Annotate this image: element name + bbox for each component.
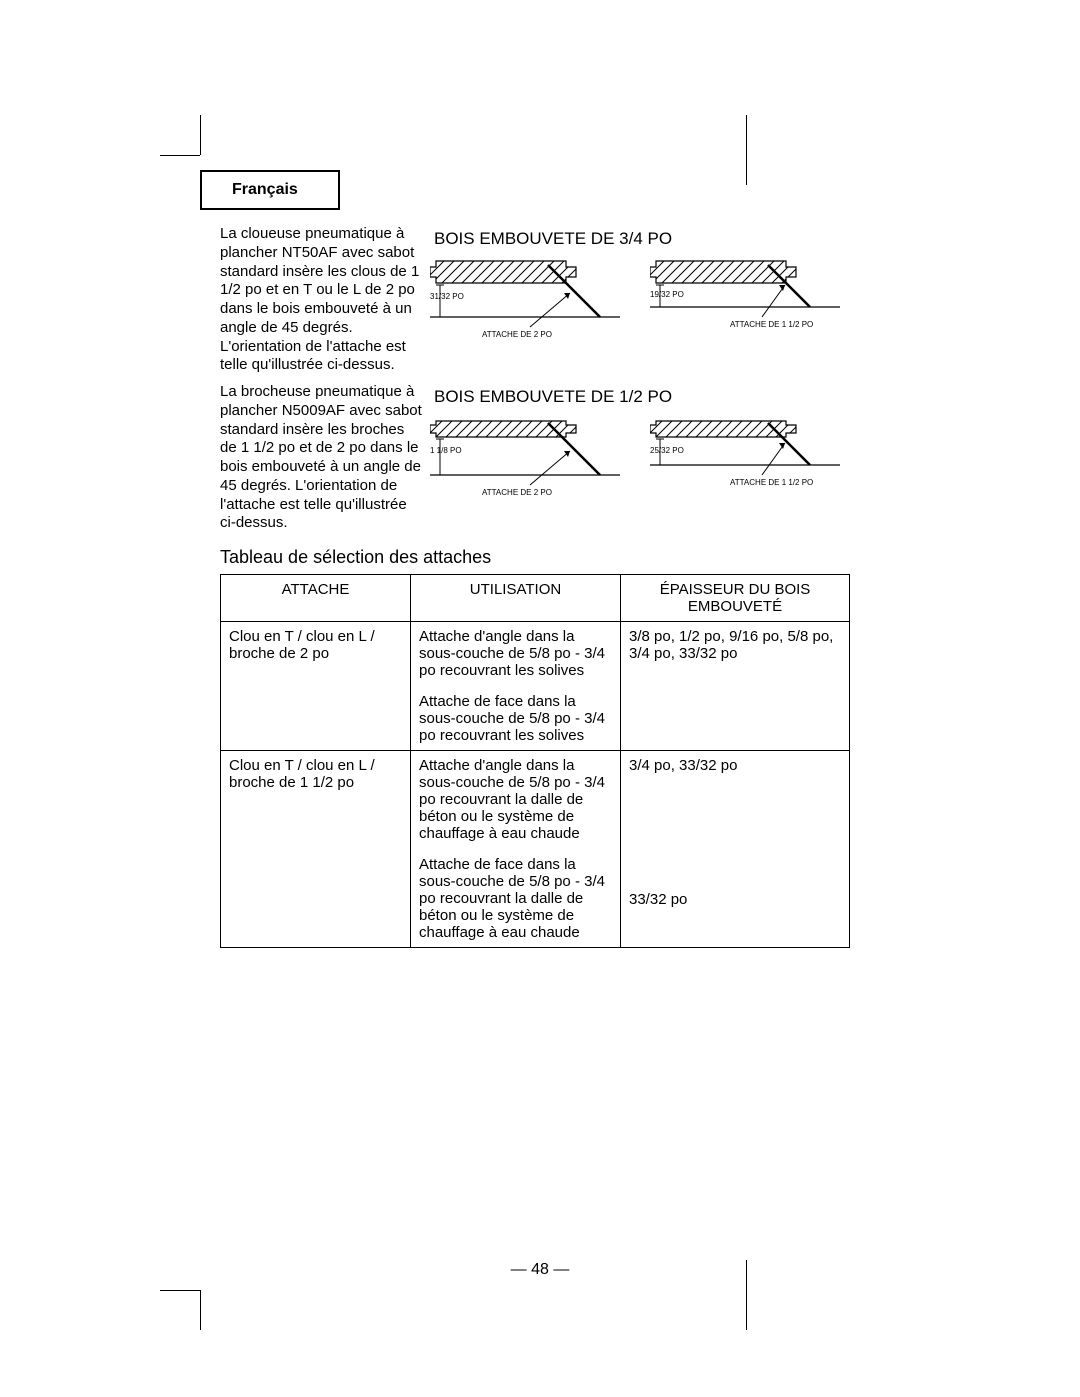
- cell-text: Attache de face dans la sous-couche de 5…: [419, 693, 612, 744]
- crop-mark: [160, 155, 200, 156]
- cell-epaisseur: 3/4 po, 33/32 po 33/32 po: [621, 751, 850, 948]
- fastener-text: ATTACHE DE 2 PO: [482, 488, 552, 497]
- col-header: UTILISATION: [411, 575, 621, 622]
- diagram-title: BOIS EMBOUVETE DE 1/2 PO: [434, 387, 850, 407]
- page-number: — 48 —: [0, 1261, 1080, 1279]
- table-row: Clou en T / clou en L / broche de 2 po A…: [221, 622, 850, 751]
- dim-text: 19/32 PO: [650, 290, 684, 299]
- paragraph-1: La cloueuse pneumatique à plancher NT50A…: [220, 225, 430, 375]
- cell-attache: Clou en T / clou en L / broche de 2 po: [221, 622, 411, 751]
- crop-mark: [200, 1290, 201, 1330]
- crop-mark: [200, 115, 201, 155]
- crop-mark: [160, 1290, 200, 1291]
- wood-diagram-icon: 19/32 PO ATTACHE DE 1 1/2 PO: [650, 255, 840, 340]
- wood-diagram-icon: 31/32 PO ATTACHE DE 2 PO: [430, 255, 620, 340]
- diagram-group-2: BOIS EMBOUVETE DE 1/2 PO 1 1/8 PO: [430, 383, 850, 533]
- col-header: ATTACHE: [221, 575, 411, 622]
- diagram-pair: 1 1/8 PO ATTACHE DE 2 PO: [430, 413, 850, 498]
- diagram-cell: 31/32 PO ATTACHE DE 2 PO: [430, 255, 620, 340]
- cell-text: Attache d'angle dans la sous-couche de 5…: [419, 628, 612, 679]
- diagram-title: BOIS EMBOUVETE DE 3/4 PO: [434, 229, 850, 249]
- page-content: La cloueuse pneumatique à plancher NT50A…: [220, 225, 850, 948]
- cell-text: 3/8 po, 1/2 po, 9/16 po, 5/8 po, 3/4 po,…: [629, 628, 841, 662]
- cell-epaisseur: 3/8 po, 1/2 po, 9/16 po, 5/8 po, 3/4 po,…: [621, 622, 850, 751]
- fastener-text: ATTACHE DE 1 1/2 PO: [730, 320, 813, 329]
- fastener-text: ATTACHE DE 1 1/2 PO: [730, 478, 813, 487]
- table-row: Clou en T / clou en L / broche de 1 1/2 …: [221, 751, 850, 948]
- cell-attache: Clou en T / clou en L / broche de 1 1/2 …: [221, 751, 411, 948]
- table-header-row: ATTACHE UTILISATION ÉPAISSEUR DU BOIS EM…: [221, 575, 850, 622]
- diagram-cell: 1 1/8 PO ATTACHE DE 2 PO: [430, 413, 620, 498]
- diagram-cell: 25/32 PO ATTACHE DE 1 1/2 PO: [650, 413, 840, 498]
- dim-text: 1 1/8 PO: [430, 446, 462, 455]
- wood-diagram-icon: 1 1/8 PO ATTACHE DE 2 PO: [430, 413, 620, 498]
- dim-text: 31/32 PO: [430, 292, 464, 301]
- crop-mark: [746, 115, 747, 185]
- manual-page: Français La cloueuse pneumatique à planc…: [0, 0, 1080, 1397]
- cell-text: Attache de face dans la sous-couche de 5…: [419, 856, 612, 941]
- col-header: ÉPAISSEUR DU BOIS EMBOUVETÉ: [621, 575, 850, 622]
- cell-utilisation: Attache d'angle dans la sous-couche de 5…: [411, 751, 621, 948]
- paragraph-2: La brocheuse pneuma­tique à plancher N50…: [220, 383, 430, 533]
- diagram-pair: 31/32 PO ATTACHE DE 2 PO: [430, 255, 850, 340]
- selection-table: ATTACHE UTILISATION ÉPAISSEUR DU BOIS EM…: [220, 574, 850, 948]
- cell-text: Attache d'angle dans la sous-couche de 5…: [419, 757, 612, 842]
- wood-diagram-icon: 25/32 PO ATTACHE DE 1 1/2 PO: [650, 413, 840, 498]
- fastener-text: ATTACHE DE 2 PO: [482, 330, 552, 339]
- section-row-2: La brocheuse pneuma­tique à plancher N50…: [220, 383, 850, 533]
- cell-text: 3/4 po, 33/32 po: [629, 757, 841, 877]
- diagram-cell: 19/32 PO ATTACHE DE 1 1/2 PO: [650, 255, 840, 340]
- dim-text: 25/32 PO: [650, 446, 684, 455]
- table-title: Tableau de sélection des attaches: [220, 547, 850, 568]
- language-tab: Français: [200, 170, 340, 210]
- cell-utilisation: Attache d'angle dans la sous-couche de 5…: [411, 622, 621, 751]
- section-row-1: La cloueuse pneumatique à plancher NT50A…: [220, 225, 850, 375]
- language-label: Français: [232, 181, 298, 199]
- diagram-group-1: BOIS EMBOUVETE DE 3/4 PO: [430, 225, 850, 375]
- cell-text: 33/32 po: [629, 891, 841, 908]
